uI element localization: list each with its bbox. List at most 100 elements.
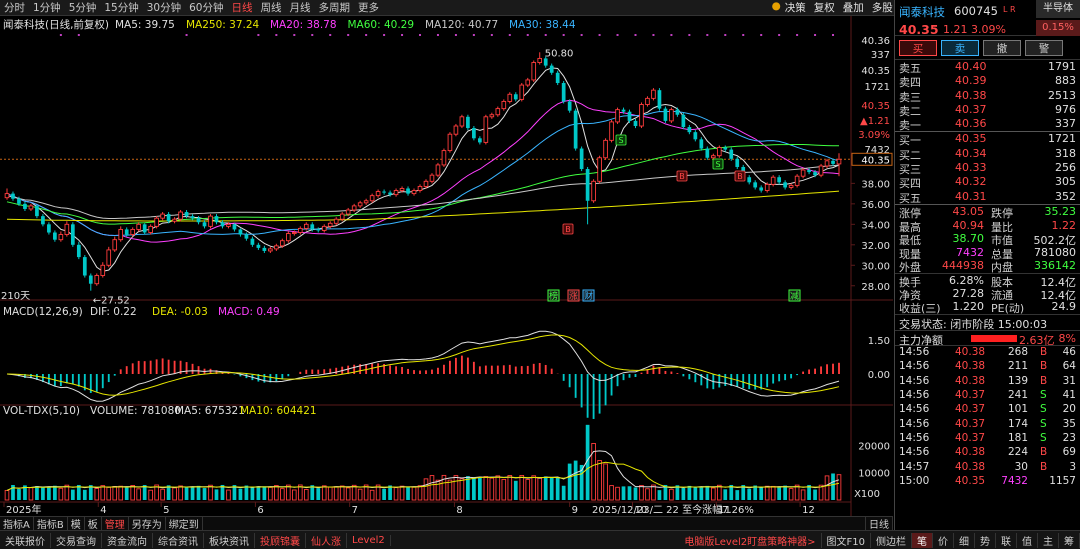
indicator-tab-0[interactable]: 指标A: [0, 516, 34, 531]
bottom-item-9[interactable]: 图文F10: [822, 532, 871, 548]
bottom-item-15[interactable]: 联: [996, 532, 1017, 548]
candle-body: [585, 169, 590, 201]
price-change: 1.21: [943, 23, 968, 36]
indicator-tab-1[interactable]: 指标B: [34, 516, 68, 531]
candle-body: [818, 165, 824, 176]
event-tag-box[interactable]: [567, 289, 580, 302]
cancel-order-button[interactable]: 撤: [983, 40, 1021, 56]
timeframe-10[interactable]: 更多: [358, 2, 379, 14]
bottom-item-12[interactable]: 价: [933, 532, 954, 548]
tick-count: 46: [1062, 345, 1076, 358]
stat-row: 现量 7432 总量 781080: [895, 246, 1080, 261]
volume-bar: [579, 464, 584, 500]
volume-bar: [423, 478, 429, 501]
stat-value: 1.220: [952, 300, 985, 314]
bottom-item-16[interactable]: 值: [1017, 532, 1038, 548]
tick-price: 40.38: [955, 374, 986, 387]
timeframe-0[interactable]: 分时: [4, 2, 25, 14]
bottom-item-17[interactable]: 主: [1038, 532, 1059, 548]
candle-body: [747, 177, 752, 183]
volume-bar: [441, 474, 447, 501]
event-tag-box[interactable]: [788, 289, 801, 302]
volume-bar: [495, 475, 501, 501]
timeframe-7[interactable]: 周线: [260, 2, 282, 14]
candle-body: [327, 222, 333, 227]
indicator-tab-4[interactable]: 管理: [102, 516, 129, 531]
bottom-item-5[interactable]: 投顾锦囊: [255, 532, 306, 548]
signal-marker-box: [562, 223, 574, 235]
volume-bar: [232, 485, 237, 500]
bottom-item-18[interactable]: 筹: [1059, 532, 1080, 548]
candle-body: [184, 212, 189, 217]
indicator-tab-6[interactable]: 绑定到: [166, 516, 203, 531]
bottom-item-0[interactable]: 关联报价: [0, 532, 51, 548]
bottom-item-4[interactable]: 板块资讯: [204, 532, 255, 548]
candle-body: [537, 57, 543, 63]
volume-bar: [459, 478, 465, 501]
signal-dot: [634, 34, 637, 36]
timeframe-1[interactable]: 1分钟: [33, 2, 61, 14]
timeframe-4[interactable]: 30分钟: [146, 2, 182, 14]
candle-body: [453, 125, 459, 135]
price-axis-tick: 38.00: [861, 179, 890, 190]
event-tag-box[interactable]: [582, 289, 595, 302]
stat-label: 跌停: [991, 206, 1013, 220]
timeframe-5[interactable]: 60分钟: [189, 2, 224, 14]
candle-body: [166, 214, 171, 222]
trade-status-text: 交易状态: 闭市阶段 15:00:03: [899, 317, 1048, 331]
stat-value: 43.05: [952, 204, 985, 218]
tick-time: 14:57: [899, 460, 930, 473]
tick-count: 31: [1062, 374, 1076, 387]
tool-2[interactable]: 叠加: [842, 2, 864, 14]
bottom-item-3[interactable]: 综合资讯: [153, 532, 204, 548]
bottom-item-11[interactable]: 笔: [912, 532, 933, 548]
timeframe-6[interactable]: 日线: [231, 2, 253, 14]
bottom-item-10[interactable]: 侧边栏: [871, 532, 912, 548]
tick-count: 35: [1062, 417, 1076, 430]
bottom-item-8[interactable]: 电脑版Level2盯盘策略神器>: [679, 532, 822, 548]
stat-label: 流通: [991, 288, 1013, 302]
stat-row: 涨停 43.05 跌停 35.23: [895, 204, 1080, 220]
price-axis-tick: 337: [871, 50, 890, 61]
period-tab[interactable]: 日线: [865, 516, 893, 531]
bottom-item-13[interactable]: 细: [954, 532, 975, 548]
volume-bar: [669, 488, 674, 501]
timeframe-2[interactable]: 5分钟: [68, 2, 97, 14]
sector-button[interactable]: 半导体: [1036, 0, 1080, 18]
bottom-item-1[interactable]: 交易查询: [51, 532, 102, 548]
indicator-tab-5[interactable]: 另存为: [129, 516, 166, 531]
tick-volume: 211: [1007, 360, 1028, 373]
tick-price: 40.38: [955, 446, 986, 459]
volume-bar: [735, 490, 740, 500]
ma60-line: [6, 144, 839, 225]
alert-button[interactable]: 警: [1025, 40, 1063, 56]
bottom-item-7[interactable]: Level2: [347, 534, 391, 546]
chart-area[interactable]: 闻泰科技(日线,前复权) MA5: 39.75 MA250: 37.24 MA20:…: [0, 16, 893, 516]
volume-bar: [47, 487, 51, 500]
kline-chart[interactable]: 闻泰科技(日线,前复权) MA5: 39.75 MA250: 37.24 MA20:…: [0, 16, 893, 516]
candle-body: [333, 218, 339, 224]
indicator-tab-2[interactable]: 模: [68, 516, 85, 531]
tool-1[interactable]: 复权: [813, 2, 835, 14]
indicator-tab-3[interactable]: 板: [85, 516, 102, 531]
candle-body: [555, 72, 560, 84]
tool-3[interactable]: 多股: [871, 2, 893, 14]
high-label: 50.80: [545, 48, 574, 59]
bottom-item-2[interactable]: 资金流向: [102, 532, 153, 548]
candle-body: [507, 93, 513, 102]
main-force-value: 2.63亿: [1019, 333, 1055, 347]
candle-body: [567, 101, 572, 111]
timeframe-9[interactable]: 多周期: [318, 2, 351, 14]
bottom-item-14[interactable]: 势: [975, 532, 996, 548]
tick-price: 40.37: [955, 403, 986, 416]
bottom-item-6[interactable]: 仙人涨: [306, 532, 347, 548]
tick-price: 40.35: [955, 475, 986, 488]
timeframe-8[interactable]: 月线: [289, 2, 311, 14]
candle-body: [339, 213, 345, 220]
timeframe-3[interactable]: 15分钟: [104, 2, 139, 14]
price-change-pct: 3.09%: [971, 23, 1006, 36]
event-tag-box[interactable]: [547, 289, 560, 302]
buy-button[interactable]: 买: [899, 40, 937, 56]
tool-0[interactable]: 决策: [784, 2, 806, 14]
sell-button[interactable]: 卖: [941, 40, 979, 56]
